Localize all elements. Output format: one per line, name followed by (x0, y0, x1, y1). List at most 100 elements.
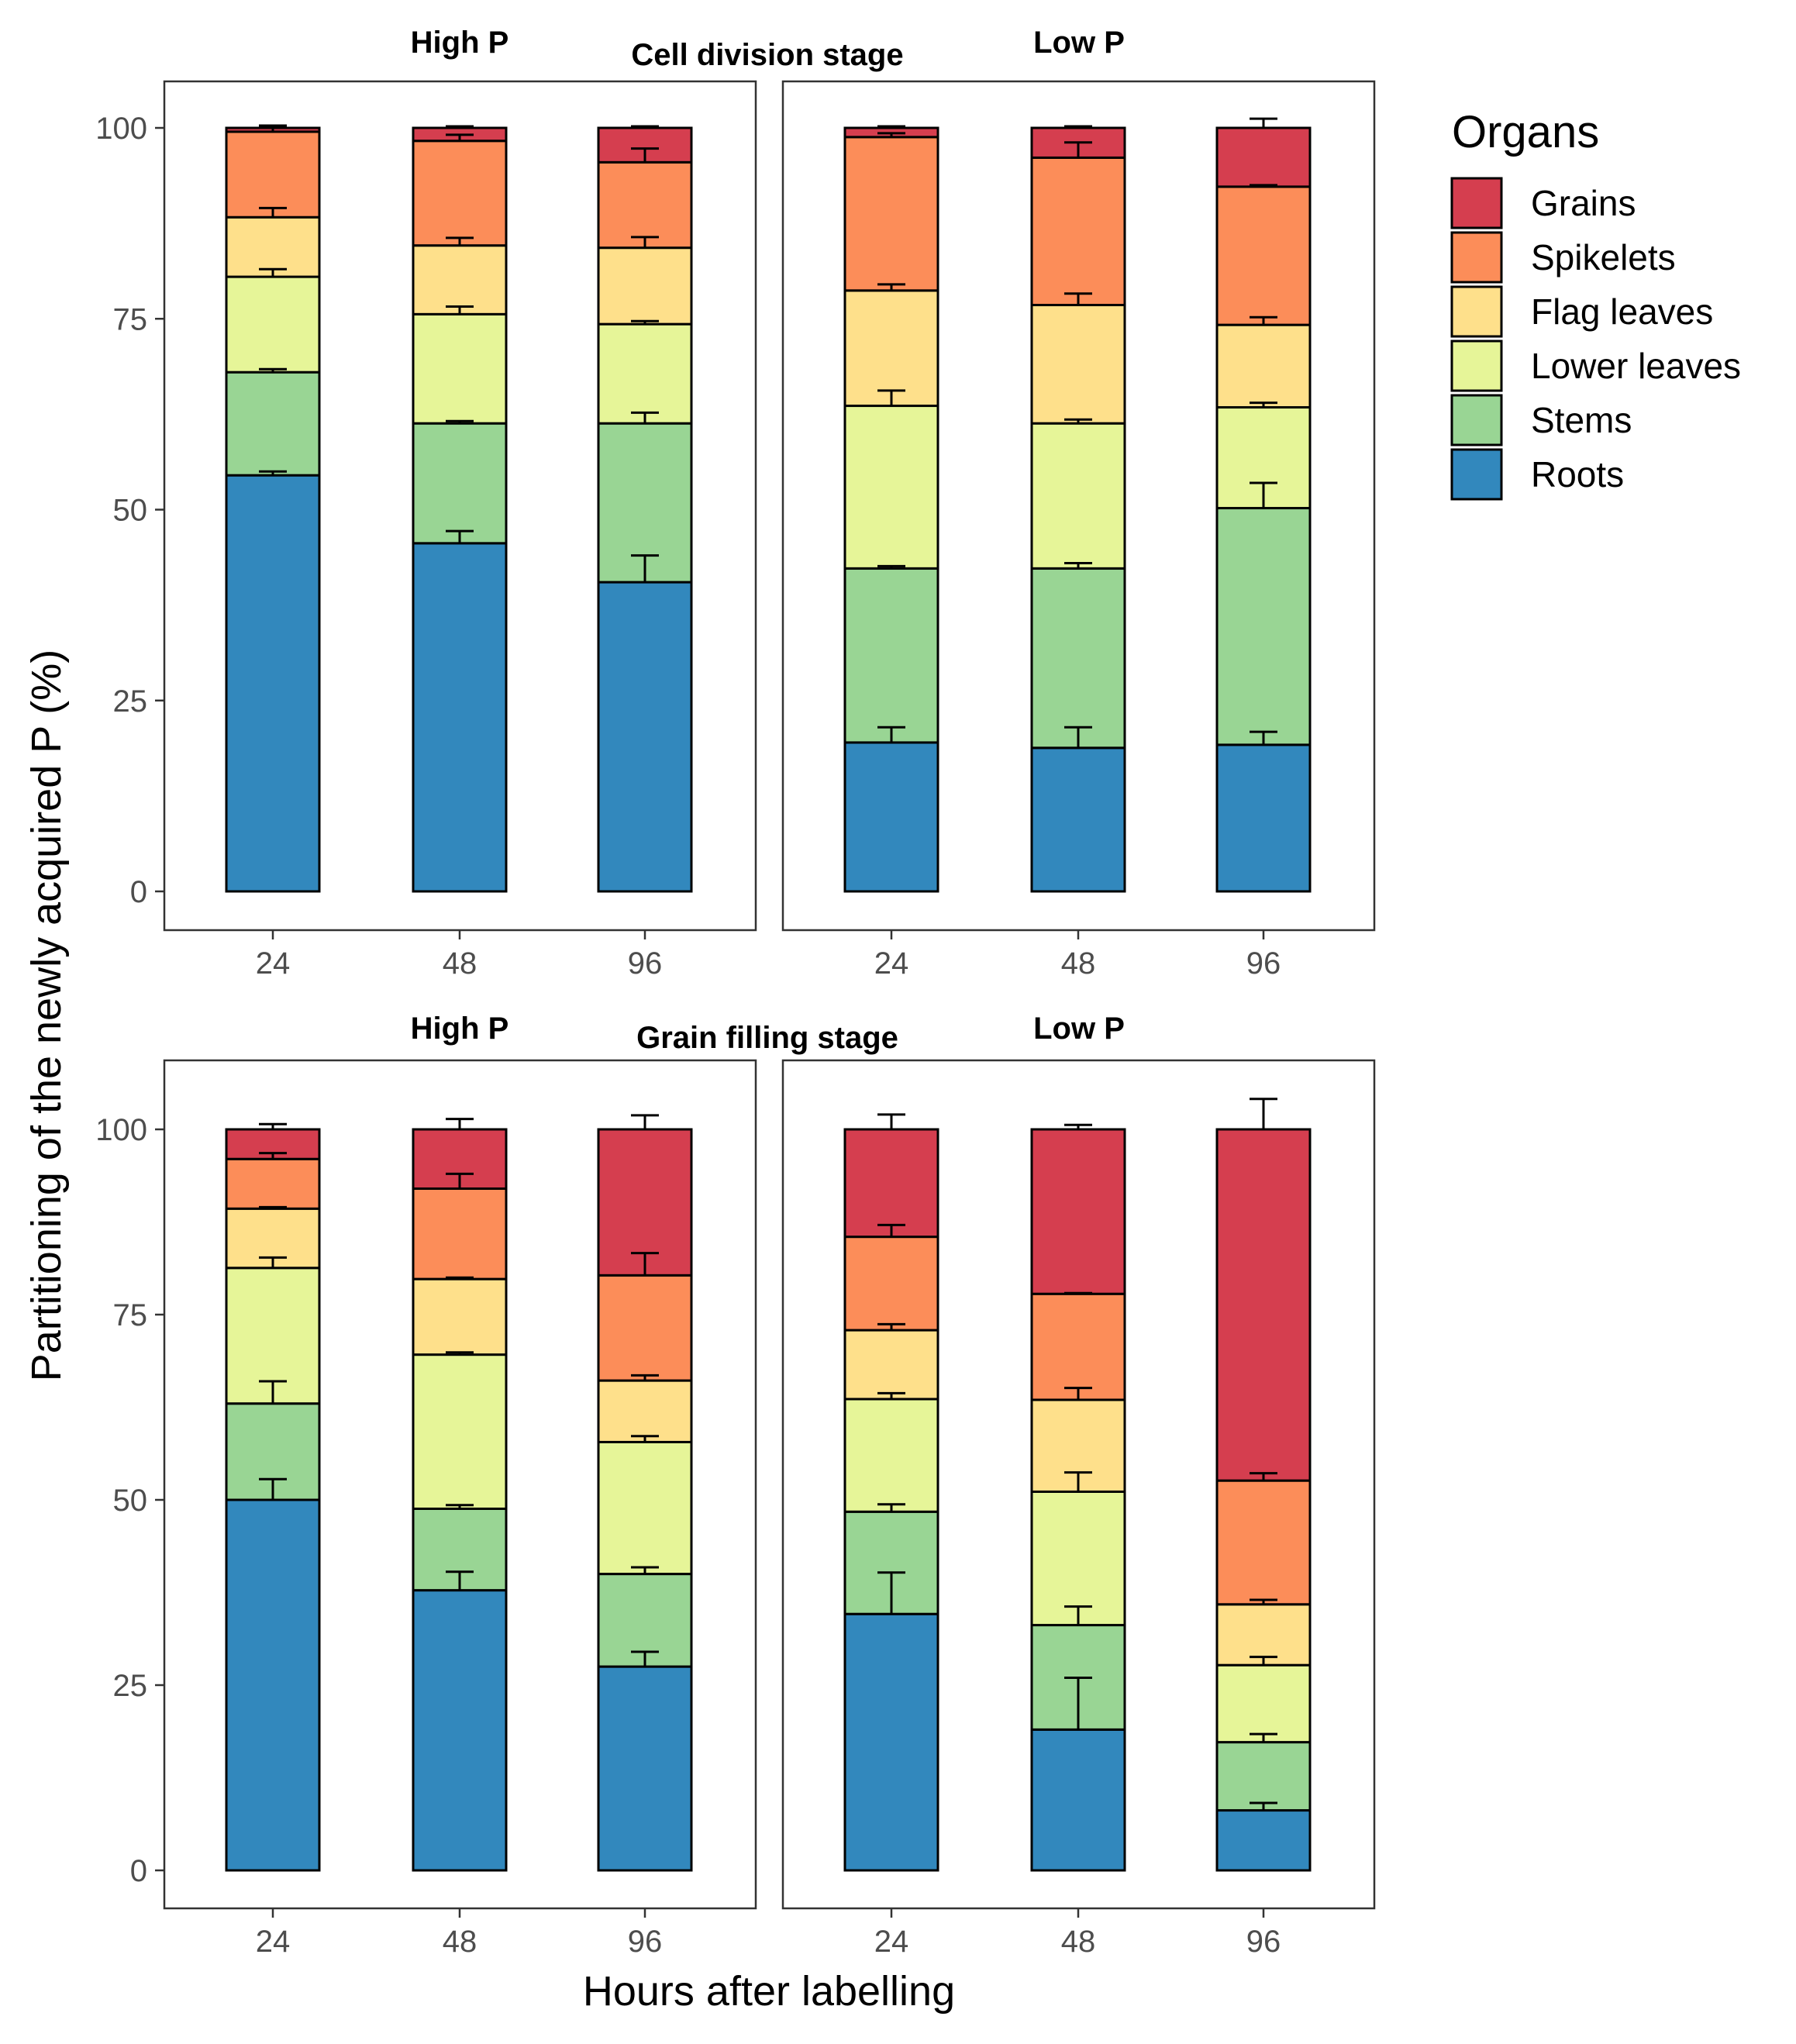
bar-segment-roots (843, 1612, 939, 1872)
legend-label-stems: Stems (1531, 400, 1632, 440)
stage-title-grain-filling: Grain filling stage (636, 1021, 898, 1055)
bar-segment-flag-leaves (843, 289, 939, 408)
bar-segment-stems (225, 371, 321, 477)
x-tick-label: 24 (874, 946, 909, 981)
bar-48h (412, 125, 508, 893)
bar-24h (843, 125, 939, 893)
bar-segment-spikelets (225, 1157, 321, 1210)
bar-segment-lower-leaves (412, 312, 508, 425)
bar-segment-roots (1030, 746, 1126, 893)
bar-segment-lower-leaves (597, 322, 693, 425)
legend-label-grains: Grains (1531, 183, 1636, 223)
bar-segment-roots (597, 581, 693, 893)
bar-segment-grains (1215, 126, 1312, 188)
panel-0-0: 0 25 50 75 100 24 48 96 (95, 80, 757, 981)
panel-title-bottom-low-p: Low P (1033, 1012, 1125, 1046)
bar-segment-grains (843, 1128, 939, 1239)
bar-segment-flag-leaves (1215, 323, 1312, 409)
panel-0-1: 24 48 96 (781, 80, 1376, 981)
bar-segment-grains (597, 1128, 693, 1277)
bar-segment-roots (1215, 1809, 1312, 1872)
bar-segment-flag-leaves (412, 1277, 508, 1356)
bar-segment-roots (412, 542, 508, 893)
y-tick-label: 25 (113, 684, 148, 719)
bar-segment-lower-leaves (1030, 422, 1126, 570)
bar-segment-flag-leaves (1215, 1603, 1312, 1667)
bar-24h (225, 124, 321, 893)
legend-swatch-roots (1450, 448, 1503, 501)
bar-segment-stems (1030, 567, 1126, 750)
y-axis-title: Partitioning of the newly acquired P (%) (23, 650, 70, 1382)
legend-label-lower-leaves: Lower leaves (1531, 346, 1741, 386)
y-tick-label: 100 (95, 112, 147, 146)
bar-segment-spikelets (843, 1236, 939, 1332)
bar-96h (597, 1114, 693, 1872)
x-tick-label: 24 (256, 946, 291, 981)
bar-segment-lower-leaves (1215, 1663, 1312, 1744)
legend-label-roots: Roots (1531, 454, 1624, 495)
legend: Organs Grains Spikelets Flag leaves Lower l… (1450, 107, 1741, 501)
legend-label-spikelets: Spikelets (1531, 237, 1676, 277)
x-tick-label: 96 (628, 946, 663, 981)
panel-1-1: 24 48 96 (781, 1059, 1376, 1959)
bar-segment-stems (1215, 507, 1312, 746)
bar-segment-grains (1030, 1128, 1126, 1295)
x-tick-label: 48 (1061, 1925, 1096, 1959)
legend-swatch-lower-leaves (1450, 340, 1503, 392)
bar-segment-lower-leaves (843, 405, 939, 570)
legend-label-flag-leaves: Flag leaves (1531, 291, 1713, 332)
legend-swatch-flag-leaves (1450, 285, 1503, 338)
y-tick-label: 50 (113, 1484, 148, 1518)
y-tick-label: 0 (130, 1854, 147, 1888)
bar-segment-stems (412, 422, 508, 545)
bar-segment-roots (412, 1589, 508, 1872)
bar-segment-spikelets (1215, 1479, 1312, 1606)
bar-segment-lower-leaves (225, 275, 321, 374)
y-tick-label: 25 (113, 1669, 148, 1703)
bar-segment-spikelets (597, 160, 693, 250)
bar-segment-spikelets (597, 1274, 693, 1382)
bar-segment-flag-leaves (412, 244, 508, 315)
bar-segment-roots (1030, 1728, 1126, 1872)
y-tick-label: 75 (113, 302, 148, 336)
bar-48h (1030, 1123, 1126, 1872)
x-tick-label: 96 (628, 1925, 663, 1959)
bar-segment-spikelets (1215, 185, 1312, 326)
y-tick-label: 100 (95, 1113, 147, 1147)
bar-segment-lower-leaves (1030, 1490, 1126, 1627)
bar-48h (1030, 125, 1126, 893)
x-tick-label: 48 (443, 1925, 477, 1959)
bar-segment-lower-leaves (597, 1440, 693, 1576)
x-tick-label: 24 (874, 1925, 909, 1959)
bar-24h (225, 1122, 321, 1872)
bar-96h (1215, 117, 1312, 893)
y-tick-label: 75 (113, 1298, 148, 1332)
bar-segment-flag-leaves (597, 246, 693, 326)
x-tick-label: 48 (443, 946, 477, 981)
panel-title-bottom-high-p: High P (411, 1012, 509, 1046)
bar-segment-flag-leaves (1030, 304, 1126, 425)
bar-segment-grains (1215, 1128, 1312, 1482)
bar-segment-roots (225, 474, 321, 893)
bar-segment-spikelets (1030, 156, 1126, 307)
x-tick-label: 96 (1246, 1925, 1281, 1959)
y-tick-label: 50 (113, 494, 148, 528)
bar-segment-spikelets (412, 140, 508, 247)
bar-segment-lower-leaves (843, 1398, 939, 1513)
bar-segment-roots (225, 1498, 321, 1872)
panel-title-top-low-p: Low P (1033, 26, 1125, 60)
bar-segment-roots (843, 741, 939, 893)
panel-title-top-high-p: High P (411, 26, 509, 60)
bar-segment-flag-leaves (597, 1379, 693, 1443)
bar-segment-flag-leaves (843, 1329, 939, 1401)
stage-title-cell-division: Cell division stage (631, 38, 903, 72)
panel-1-0: 0 25 50 75 100 24 48 96 (95, 1059, 757, 1959)
bar-segment-spikelets (412, 1187, 508, 1281)
bar-segment-roots (1215, 743, 1312, 893)
y-tick-label: 0 (130, 875, 147, 909)
legend-swatch-spikelets (1450, 231, 1503, 284)
bar-segment-spikelets (225, 130, 321, 219)
bar-segment-roots (597, 1665, 693, 1872)
bar-24h (843, 1113, 939, 1872)
bar-segment-flag-leaves (225, 215, 321, 278)
